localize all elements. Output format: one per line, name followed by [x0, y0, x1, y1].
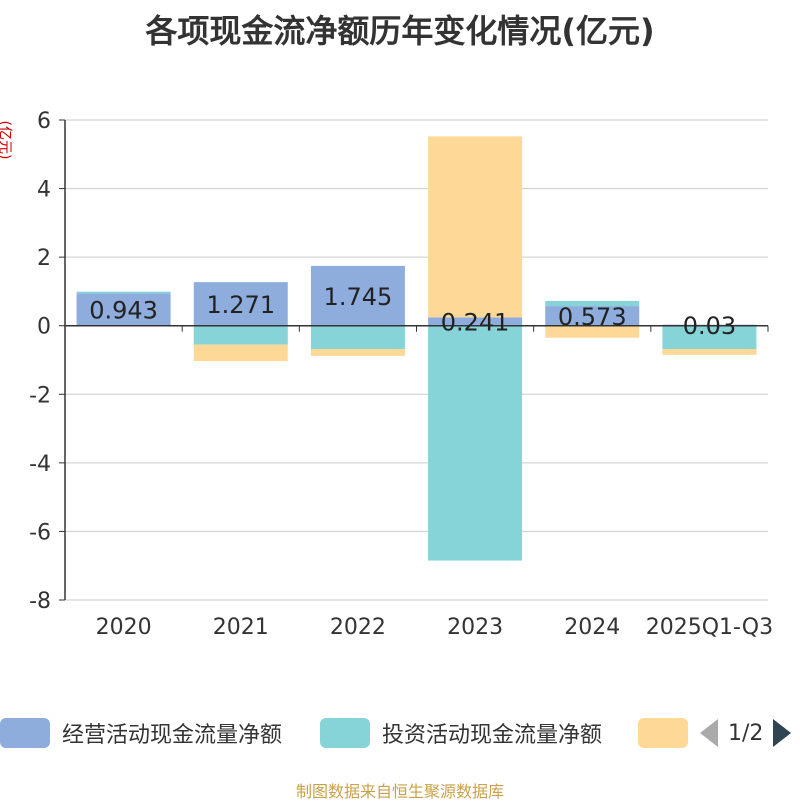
legend-swatch [638, 718, 688, 748]
x-tick-label: 2024 [564, 615, 620, 640]
x-tick-label: 2021 [213, 615, 269, 640]
x-tick-label: 2023 [447, 615, 503, 640]
chart-plot: 6 4 2 0 -2 -4 -6 -8 0.943 1.271 1.745 0.241 0.573 0.0… [29, 109, 773, 640]
y-tick-label: -4 [29, 452, 51, 477]
x-tick-label: 2022 [330, 615, 386, 640]
legend-item-financing[interactable] [638, 718, 700, 748]
bar-segment [428, 136, 523, 318]
y-tick-label: -6 [29, 520, 51, 545]
bar-segment [545, 306, 640, 326]
y-tick-label: 6 [37, 109, 51, 134]
bar-segment [545, 300, 640, 307]
prev-page-icon[interactable] [700, 719, 718, 747]
chart-title: 各项现金流净额历年变化情况(亿元) [145, 12, 655, 50]
data-label: 1.271 [206, 291, 275, 319]
x-tick-label: 2020 [96, 615, 152, 640]
bar-segment [428, 325, 523, 561]
bar-segment [310, 325, 405, 350]
legend-page-indicator: 1/2 [728, 720, 764, 746]
bar-segment [76, 291, 171, 294]
bar-segment [545, 325, 640, 338]
bar-segment [662, 349, 757, 355]
y-tick-label: -8 [29, 589, 51, 614]
data-source-note: 制图数据来自恒生聚源数据库 [295, 782, 504, 801]
y-tick-label: 4 [37, 178, 51, 203]
data-label: 0.03 [683, 312, 736, 340]
bar-segment [310, 349, 405, 356]
bar-segment [76, 293, 171, 326]
bar-segment [662, 325, 757, 350]
y-tick-label: 0 [37, 315, 51, 340]
next-page-icon[interactable] [773, 719, 792, 747]
y-tick-label: -2 [29, 383, 51, 408]
bar-segment [193, 325, 288, 345]
bar-segment [428, 317, 523, 326]
legend-item-investing[interactable]: 投资活动现金流量净额 [320, 718, 602, 748]
y-tick-label: 2 [37, 246, 51, 271]
legend-swatch [0, 718, 50, 748]
bar-segment [193, 344, 288, 362]
x-tick-label: 2025Q1-Q3 [646, 615, 773, 640]
legend-item-operating[interactable]: 经营活动现金流量净额 [0, 718, 282, 748]
data-label: 0.943 [89, 297, 158, 325]
legend-pager: 1/2 [700, 718, 792, 748]
bar-segment [193, 282, 288, 326]
bar-segment [310, 265, 405, 326]
data-label: 1.745 [324, 283, 393, 311]
data-label: 0.573 [558, 303, 627, 331]
legend-label: 经营活动现金流量净额 [62, 723, 283, 748]
legend-label: 投资活动现金流量净额 [382, 723, 603, 748]
legend-swatch [320, 718, 370, 748]
data-label: 0.241 [441, 309, 510, 337]
legend: 经营活动现金流量净额 投资活动现金流量净额 1/2 [0, 712, 800, 756]
